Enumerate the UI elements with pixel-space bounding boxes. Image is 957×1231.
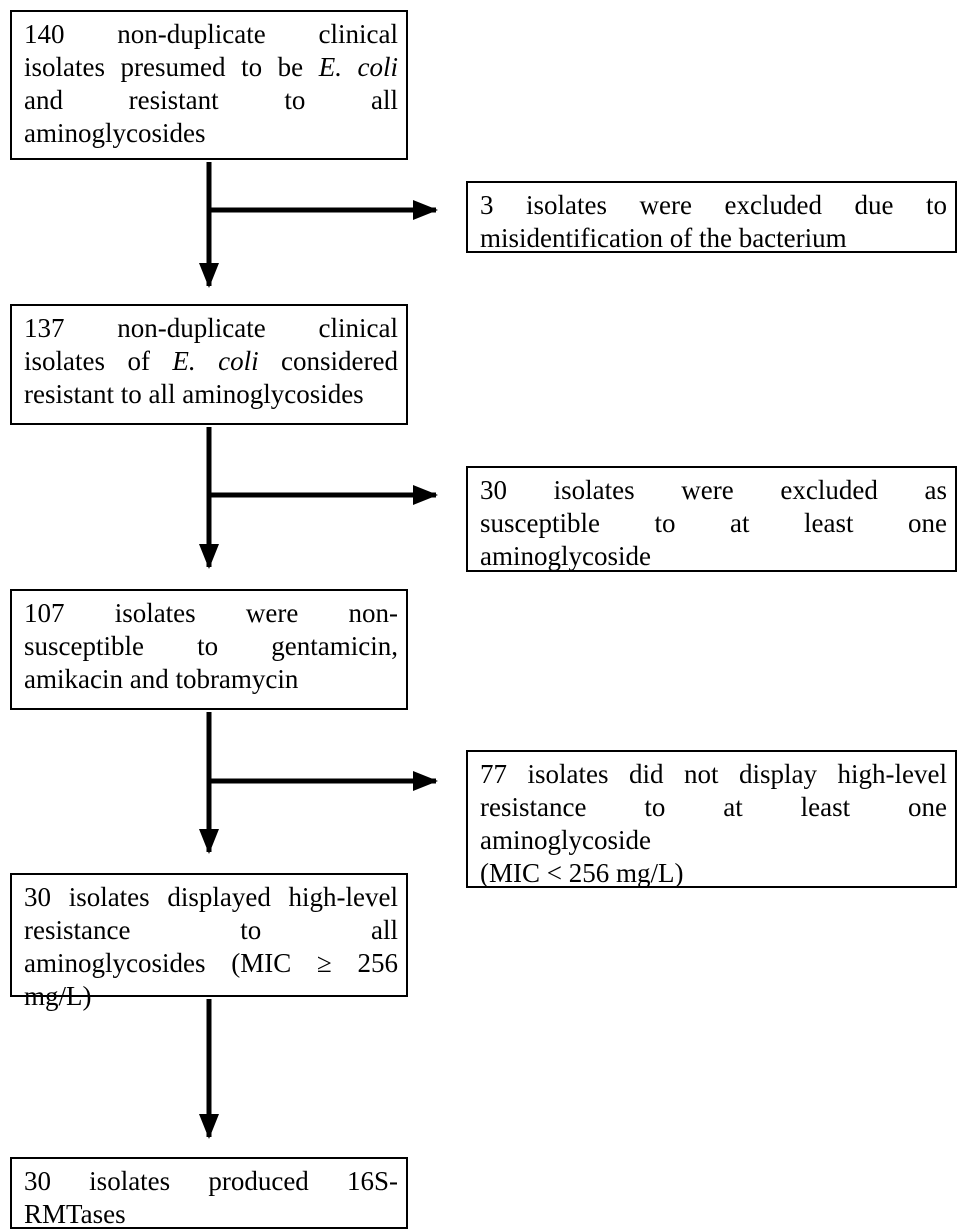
step4-box: 30 isolates displayed high-level resistan… (10, 873, 408, 1011)
line-text: aminoglycosides (MIC ≥ 256 (24, 948, 398, 978)
step1-line: isolates presumed to be E. coli (24, 51, 398, 84)
line-text: resistance to all (24, 915, 398, 945)
species-name: E. coli (172, 346, 259, 376)
step5-line: RMTases (24, 1198, 398, 1231)
line-text: aminoglycosides (24, 118, 206, 148)
line-text: susceptible to gentamicin, (24, 631, 398, 661)
exclusion3-line: (MIC < 256 mg/L) (480, 857, 947, 890)
step2-box: 137 non-duplicate clinical isolates of E.… (10, 304, 408, 425)
line-text: isolates of (24, 346, 173, 376)
line-text: resistance to at least one (480, 792, 947, 822)
exclusion1-line: misidentification of the bacterium (480, 222, 947, 255)
line-text: 140 non-duplicate clinical (24, 19, 398, 49)
step5-box: 30 isolates produced 16S- RMTases (10, 1157, 408, 1229)
step2-line: isolates of E. coli considered (24, 345, 398, 378)
step1-box: 140 non-duplicate clinical isolates presu… (10, 10, 408, 160)
step1-line: 140 non-duplicate clinical (24, 18, 398, 51)
exclusion1-line: 3 isolates were excluded due to (480, 189, 947, 222)
line-text: isolates presumed to be (24, 52, 319, 82)
step3-line: 107 isolates were non- (24, 597, 398, 630)
line-text: mg/L) (24, 981, 92, 1011)
line-text: amikacin and tobramycin (24, 664, 299, 694)
step3-box: 107 isolates were non-susceptible to gen… (10, 589, 408, 710)
step4-line: mg/L) (24, 980, 398, 1013)
line-text: 107 isolates were non- (24, 598, 398, 628)
exclusion3-box: 77 isolates did not display high-level re… (466, 750, 957, 888)
line-text: aminoglycoside (480, 541, 651, 571)
step1-line: aminoglycosides (24, 117, 398, 150)
exclusion3-line: aminoglycoside (480, 824, 947, 857)
line-text: aminoglycoside (480, 825, 651, 855)
line-text: 137 non-duplicate clinical (24, 313, 398, 343)
species-name: E. coli (318, 52, 398, 82)
step2-line: resistant to all aminoglycosides (24, 378, 398, 411)
line-text: 30 isolates were excluded as (480, 475, 947, 505)
exclusion2-box: 30 isolates were excluded as susceptible … (466, 466, 957, 572)
line-text: 30 isolates produced 16S- (24, 1166, 398, 1196)
line-text: resistant to all aminoglycosides (24, 379, 364, 409)
exclusion2-line: 30 isolates were excluded as (480, 474, 947, 507)
step5-line: 30 isolates produced 16S- (24, 1165, 398, 1198)
step4-line: resistance to all (24, 914, 398, 947)
line-text: misidentification of the bacterium (480, 223, 847, 253)
line-text: 77 isolates did not display high-level (480, 759, 947, 789)
line-text: susceptible to at least one (480, 508, 947, 538)
step3-line: amikacin and tobramycin (24, 663, 398, 696)
exclusion2-line: aminoglycoside (480, 540, 947, 573)
exclusion3-line: 77 isolates did not display high-level (480, 758, 947, 791)
exclusion2-line: susceptible to at least one (480, 507, 947, 540)
exclusion3-line: resistance to at least one (480, 791, 947, 824)
line-text: (MIC < 256 mg/L) (480, 858, 684, 888)
line-text: and resistant to all (24, 85, 398, 115)
exclusion1-box: 3 isolates were excluded due to misidenti… (466, 181, 957, 253)
step2-line: 137 non-duplicate clinical (24, 312, 398, 345)
step3-line: susceptible to gentamicin, (24, 630, 398, 663)
line-text: RMTases (24, 1199, 126, 1229)
step1-line: and resistant to all (24, 84, 398, 117)
line-text: 3 isolates were excluded due to (480, 190, 947, 220)
line-text: 30 isolates displayed high-level (24, 882, 398, 912)
step4-line: 30 isolates displayed high-level (24, 881, 398, 914)
step4-line: aminoglycosides (MIC ≥ 256 (24, 947, 398, 980)
line-text: considered (258, 346, 399, 376)
